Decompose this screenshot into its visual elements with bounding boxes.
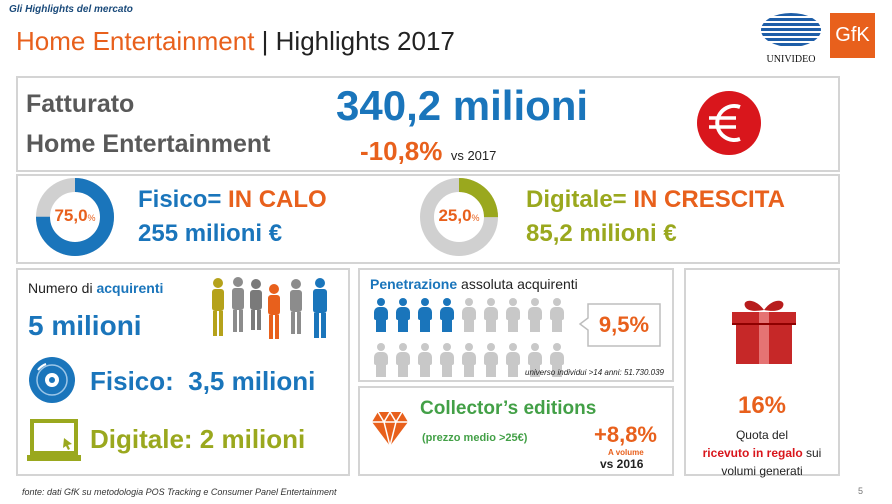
person-icon <box>482 343 500 377</box>
physical-percent: 75,0 <box>54 206 88 225</box>
section-label: Gli Highlights del mercato <box>9 4 133 15</box>
person-icon <box>394 343 412 377</box>
digital-donut-label: 25,0% <box>418 206 500 226</box>
gfk-logo: GfK <box>830 13 875 58</box>
digital-title-prefix: Digitale= <box>526 186 634 213</box>
physical-percent-sign: % <box>87 213 96 223</box>
revenue-change-suffix: vs 2017 <box>450 148 497 163</box>
physical-title: Fisico= IN CALO <box>138 186 327 214</box>
penetration-people-grid <box>372 298 572 388</box>
physical-donut-label: 75,0% <box>34 206 116 226</box>
digital-percent: 25,0 <box>438 206 472 225</box>
revenue-panel: Fatturato Home Entertainment 340,2 milio… <box>16 76 840 172</box>
digital-title: Digitale= IN CRESCITA <box>526 186 785 214</box>
univideo-globe-icon <box>761 13 821 47</box>
page-title-part2: Highlights 2017 <box>275 26 455 56</box>
gift-line1: Quota del <box>735 428 789 442</box>
physical-title-status: IN CALO <box>228 186 327 213</box>
footer-source: fonte: dati GfK su metodologia POS Track… <box>22 487 337 497</box>
digital-title-status: IN CRESCITA <box>633 186 785 213</box>
univideo-logo: UNIVIDEO <box>756 12 826 65</box>
gift-icon <box>728 294 800 366</box>
person-icon-highlighted <box>394 298 412 332</box>
penetration-title-highlight: Penetrazione <box>370 276 458 292</box>
buyers-panel: Numero di acquirenti 5 milioni Fisico: 3… <box>16 268 350 476</box>
gfk-logo-text: GfK <box>835 24 870 46</box>
buyers-total: 5 milioni <box>28 310 142 341</box>
person-icon <box>548 298 566 332</box>
split-panel: 75,0% Fisico= IN CALO 255 milioni € 25,0… <box>16 174 840 264</box>
penetration-title-rest: assoluta acquirenti <box>457 276 578 292</box>
page-number: 5 <box>858 486 864 496</box>
collector-subtitle: (prezzo medio >25€) <box>422 432 528 444</box>
physical-donut: 75,0% <box>34 176 116 258</box>
digital-percent-sign: % <box>471 213 480 223</box>
collector-growth: +8,8% <box>594 422 657 447</box>
revenue-label-line1: Fatturato <box>26 90 135 118</box>
buyers-label-highlight: acquirenti <box>96 280 164 296</box>
person-icon <box>438 343 456 377</box>
collector-growth-suffix: vs 2016 <box>600 457 644 471</box>
physical-title-prefix: Fisico= <box>138 186 229 213</box>
cd-icon <box>28 356 76 404</box>
gift-line3: volumi generati <box>721 464 803 478</box>
person-icon-highlighted <box>416 298 434 332</box>
revenue-label-line2: Home Entertainment <box>26 130 271 158</box>
buyers-physical: Fisico: 3,5 milioni <box>90 366 316 396</box>
digital-donut: 25,0% <box>418 176 500 258</box>
collector-panel: Collector’s editions (prezzo medio >25€)… <box>358 386 674 476</box>
gift-highlight: ricevuto in regalo <box>702 446 803 460</box>
gift-panel: 16% Quota del ricevuto in regalo sui vol… <box>684 268 840 478</box>
person-icon-highlighted <box>438 298 456 332</box>
person-icon <box>548 343 566 377</box>
buyers-digital: Digitale: 2 milioni <box>90 424 306 454</box>
laptop-icon <box>26 418 82 464</box>
person-icon <box>460 298 478 332</box>
physical-amount: 255 milioni € <box>138 220 283 247</box>
person-icon <box>482 298 500 332</box>
revenue-change: -10,8% <box>360 136 443 166</box>
person-icon <box>372 343 390 377</box>
person-icon-highlighted <box>372 298 390 332</box>
diamond-icon <box>370 408 410 448</box>
revenue-change-row: -10,8% vs 2017 <box>360 136 496 167</box>
gift-description: Quota del ricevuto in regalo sui volumi … <box>686 426 838 480</box>
penetration-note: universo individui >14 anni: 51.730.039 <box>525 368 664 377</box>
page-title: Home Entertainment | Highlights 2017 <box>16 26 455 57</box>
gift-line2-rest: sui <box>802 446 822 460</box>
person-icon <box>504 298 522 332</box>
penetration-title: Penetrazione assoluta acquirenti <box>370 276 578 292</box>
collector-growth-label: A volume <box>608 448 644 457</box>
digital-amount: 85,2 milioni € <box>526 220 677 247</box>
person-icon <box>460 343 478 377</box>
buyers-label: Numero di acquirenti <box>28 280 163 296</box>
person-icon <box>416 343 434 377</box>
revenue-amount: 340,2 milioni <box>336 82 589 129</box>
person-icon <box>526 298 544 332</box>
person-icon <box>504 343 522 377</box>
page-title-part1: Home Entertainment <box>16 26 255 56</box>
gift-percent: 16% <box>737 392 787 419</box>
buyers-label-prefix: Numero di <box>28 280 97 296</box>
penetration-callout: 9,5% <box>578 302 662 348</box>
penetration-value: 9,5% <box>598 312 650 337</box>
person-icon <box>526 343 544 377</box>
collector-title: Collector’s editions <box>420 398 597 419</box>
penetration-panel: Penetrazione assoluta acquirenti 9,5% un… <box>358 268 674 382</box>
euro-icon <box>696 90 762 156</box>
univideo-logo-text: UNIVIDEO <box>766 54 816 65</box>
page-title-separator: | <box>254 26 276 56</box>
buyers-people-icon <box>208 276 338 340</box>
